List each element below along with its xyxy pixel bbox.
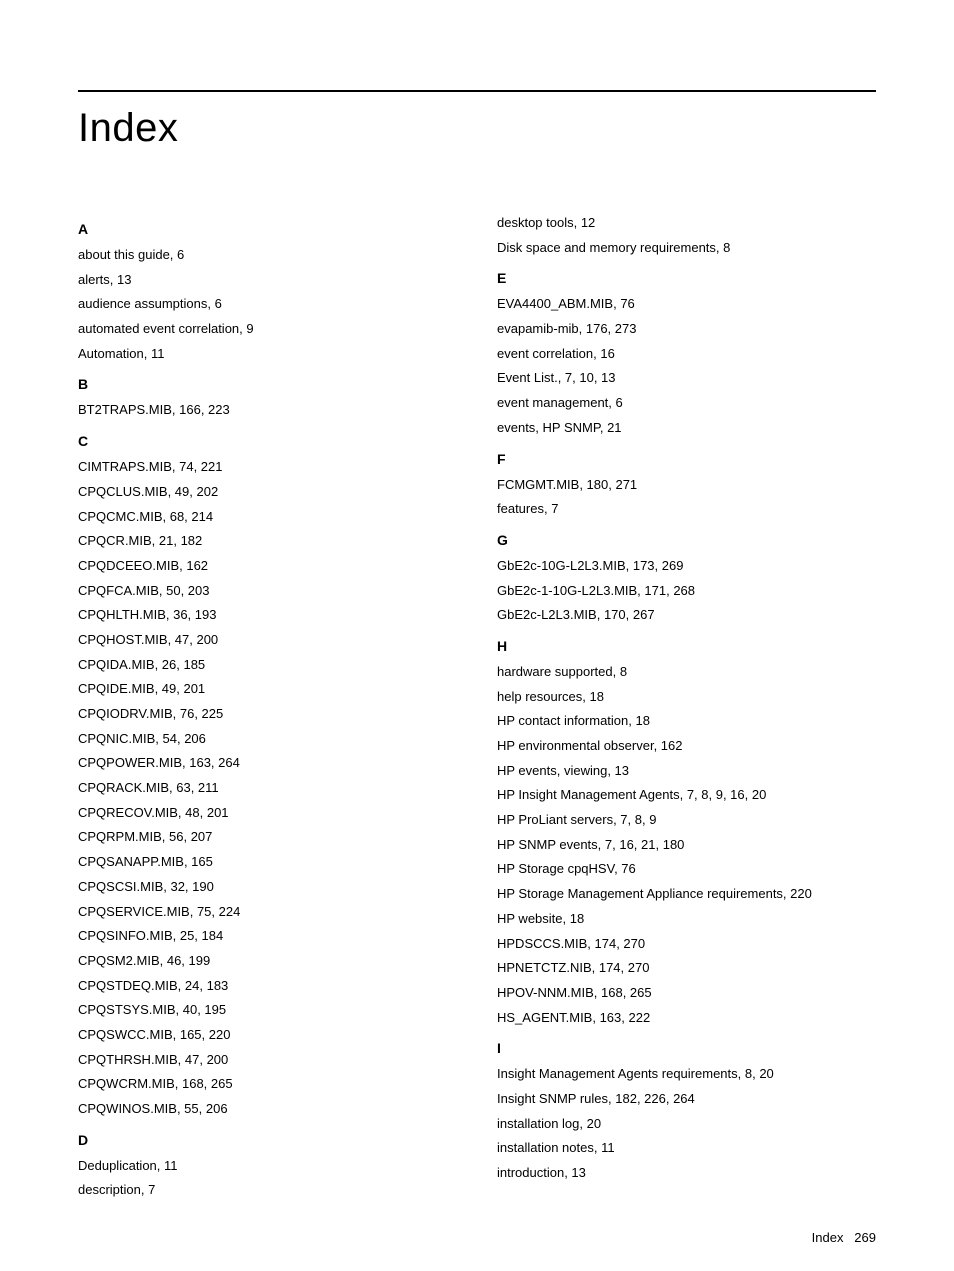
index-entry: BT2TRAPS.MIB, 166, 223 xyxy=(78,398,457,423)
index-entry: HS_AGENT.MIB, 163, 222 xyxy=(497,1006,876,1031)
index-entry: alerts, 13 xyxy=(78,268,457,293)
index-entry: HP Storage cpqHSV, 76 xyxy=(497,857,876,882)
index-entry: GbE2c-L2L3.MIB, 170, 267 xyxy=(497,603,876,628)
index-entry: CPQSINFO.MIB, 25, 184 xyxy=(78,924,457,949)
index-entry: CPQWCRM.MIB, 168, 265 xyxy=(78,1072,457,1097)
index-letter-heading: G xyxy=(497,532,876,548)
index-letter-heading: B xyxy=(78,376,457,392)
index-letter-heading: H xyxy=(497,638,876,654)
index-entry: HP events, viewing, 13 xyxy=(497,759,876,784)
index-entry: evapamib-mib, 176, 273 xyxy=(497,317,876,342)
index-entry: HP environmental observer, 162 xyxy=(497,734,876,759)
index-entry: CPQSANAPP.MIB, 165 xyxy=(78,850,457,875)
index-entry: CPQDCEEO.MIB, 162 xyxy=(78,554,457,579)
index-entry: CPQTHRSH.MIB, 47, 200 xyxy=(78,1048,457,1073)
index-letter-heading: A xyxy=(78,221,457,237)
index-entry: CPQSCSI.MIB, 32, 190 xyxy=(78,875,457,900)
index-entry: CPQSTSYS.MIB, 40, 195 xyxy=(78,998,457,1023)
index-entry: Insight SNMP rules, 182, 226, 264 xyxy=(497,1087,876,1112)
index-entry: CIMTRAPS.MIB, 74, 221 xyxy=(78,455,457,480)
index-entry: CPQCR.MIB, 21, 182 xyxy=(78,529,457,554)
index-entry: CPQFCA.MIB, 50, 203 xyxy=(78,579,457,604)
index-letter-heading: D xyxy=(78,1132,457,1148)
index-entry: Deduplication, 11 xyxy=(78,1154,457,1179)
index-entry: installation notes, 11 xyxy=(497,1136,876,1161)
index-entry: Event List., 7, 10, 13 xyxy=(497,366,876,391)
index-letter-heading: F xyxy=(497,451,876,467)
index-entry: CPQHOST.MIB, 47, 200 xyxy=(78,628,457,653)
index-entry: HPOV-NNM.MIB, 168, 265 xyxy=(497,981,876,1006)
index-entry: CPQRECOV.MIB, 48, 201 xyxy=(78,801,457,826)
index-letter-heading: E xyxy=(497,270,876,286)
index-entry: HP ProLiant servers, 7, 8, 9 xyxy=(497,808,876,833)
page-footer: Index 269 xyxy=(812,1230,876,1245)
index-entry: CPQIDE.MIB, 49, 201 xyxy=(78,677,457,702)
index-entry: events, HP SNMP, 21 xyxy=(497,416,876,441)
index-entry: EVA4400_ABM.MIB, 76 xyxy=(497,292,876,317)
index-entry: hardware supported, 8 xyxy=(497,660,876,685)
index-entry: CPQHLTH.MIB, 36, 193 xyxy=(78,603,457,628)
index-page: Index Aabout this guide, 6alerts, 13audi… xyxy=(0,0,954,1271)
index-entry: CPQWINOS.MIB, 55, 206 xyxy=(78,1097,457,1122)
index-entry: CPQIODRV.MIB, 76, 225 xyxy=(78,702,457,727)
top-rule xyxy=(78,90,876,92)
index-entry: HP Storage Management Appliance requirem… xyxy=(497,882,876,907)
footer-label: Index xyxy=(812,1230,844,1245)
index-entry: CPQSWCC.MIB, 165, 220 xyxy=(78,1023,457,1048)
index-entry: about this guide, 6 xyxy=(78,243,457,268)
index-entry: CPQSM2.MIB, 46, 199 xyxy=(78,949,457,974)
index-entry: CPQSERVICE.MIB, 75, 224 xyxy=(78,900,457,925)
index-entry: CPQCLUS.MIB, 49, 202 xyxy=(78,480,457,505)
page-title: Index xyxy=(78,106,876,151)
index-entry: Insight Management Agents requirements, … xyxy=(497,1062,876,1087)
index-entry: HP website, 18 xyxy=(497,907,876,932)
index-entry: event management, 6 xyxy=(497,391,876,416)
index-entry: CPQRPM.MIB, 56, 207 xyxy=(78,825,457,850)
index-entry: CPQSTDEQ.MIB, 24, 183 xyxy=(78,974,457,999)
index-letter-heading: C xyxy=(78,433,457,449)
index-entry: HP SNMP events, 7, 16, 21, 180 xyxy=(497,833,876,858)
index-entry: CPQCMC.MIB, 68, 214 xyxy=(78,505,457,530)
index-entry: HPDSCCS.MIB, 174, 270 xyxy=(497,932,876,957)
index-entry: CPQRACK.MIB, 63, 211 xyxy=(78,776,457,801)
index-entry: GbE2c-10G-L2L3.MIB, 173, 269 xyxy=(497,554,876,579)
index-entry: HPNETCTZ.NIB, 174, 270 xyxy=(497,956,876,981)
index-entry: automated event correlation, 9 xyxy=(78,317,457,342)
index-columns: Aabout this guide, 6alerts, 13audience a… xyxy=(78,211,876,1203)
index-entry: Automation, 11 xyxy=(78,342,457,367)
index-entry: CPQNIC.MIB, 54, 206 xyxy=(78,727,457,752)
index-entry: description, 7 xyxy=(78,1178,457,1203)
index-column: Aabout this guide, 6alerts, 13audience a… xyxy=(78,211,457,1203)
index-entry: help resources, 18 xyxy=(497,685,876,710)
index-entry: Disk space and memory requirements, 8 xyxy=(497,236,876,261)
index-entry: installation log, 20 xyxy=(497,1112,876,1137)
index-entry: GbE2c-1-10G-L2L3.MIB, 171, 268 xyxy=(497,579,876,604)
footer-page-number: 269 xyxy=(854,1230,876,1245)
index-entry: CPQPOWER.MIB, 163, 264 xyxy=(78,751,457,776)
index-entry: audience assumptions, 6 xyxy=(78,292,457,317)
index-entry: desktop tools, 12 xyxy=(497,211,876,236)
index-entry: CPQIDA.MIB, 26, 185 xyxy=(78,653,457,678)
index-entry: FCMGMT.MIB, 180, 271 xyxy=(497,473,876,498)
index-entry: HP contact information, 18 xyxy=(497,709,876,734)
index-column: desktop tools, 12Disk space and memory r… xyxy=(497,211,876,1203)
index-entry: HP Insight Management Agents, 7, 8, 9, 1… xyxy=(497,783,876,808)
index-entry: features, 7 xyxy=(497,497,876,522)
index-entry: introduction, 13 xyxy=(497,1161,876,1186)
index-letter-heading: I xyxy=(497,1040,876,1056)
index-entry: event correlation, 16 xyxy=(497,342,876,367)
